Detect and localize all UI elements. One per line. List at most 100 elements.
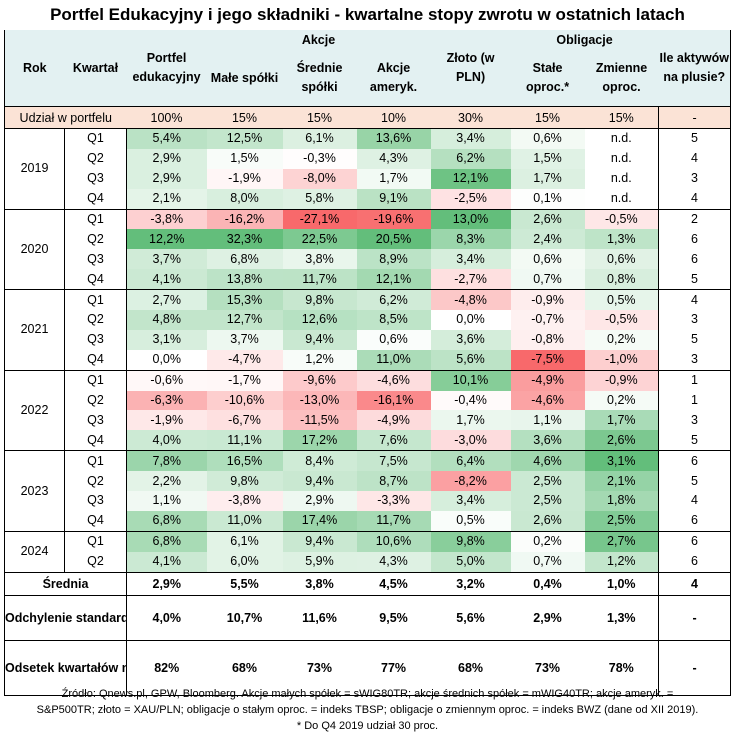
return-cell: 9,8% [206,471,283,492]
return-cell: 6,1% [206,531,283,552]
quarter-cell: Q4 [64,188,127,210]
table-row: Q4 2,1% 8,0% 5,8% 9,1% -2,5% 0,1% n.d. 4 [5,188,731,210]
return-cell: -1,9% [206,168,283,189]
return-cell: 11,0% [356,349,431,371]
return-cell: 32,3% [206,229,283,250]
return-cell: 0,7% [510,551,585,573]
quarter-cell: Q2 [64,229,127,250]
return-cell: 6,8% [126,531,207,552]
summary-value: 73% [282,639,357,696]
return-cell: 13,0% [430,209,511,230]
summary-value: 11,6% [282,594,357,641]
summary-row: Odsetek kwartałów na plusie82%68%73%77%6… [4,639,731,696]
return-cell: -1,9% [126,410,207,431]
quarter-cell: Q2 [64,471,127,492]
table-row: 2023 Q1 7,8% 16,5% 8,4% 7,5% 6,4% 4,6% 3,1% 6 [4,450,731,532]
return-cell: 2,9% [126,148,207,169]
return-cell: 0,5% [430,510,511,532]
header-ameryk: Akcje ameryk. [356,50,431,107]
return-cell: 22,5% [282,229,357,250]
return-cell: 11,7% [356,510,431,532]
table-row: Q2 12,2% 32,3% 22,5% 20,5% 8,3% 2,4% 1,3% 6 [5,229,731,250]
share-value: - [658,106,731,129]
table-row: 2024 Q1 6,8% 6,1% 9,4% 10,6% 9,8% 0,2% 2,7% 6 [4,531,731,573]
summary-row: Średnia 2,9% 5,5% 3,8% 4,5% 3,2% 0,4% 1,0% 4 [4,571,731,596]
return-cell: 8,9% [356,249,431,270]
summary-value: 1,0% [584,571,659,596]
return-cell: -3,8% [206,491,283,511]
return-cell: -4,9% [510,370,585,391]
return-cell: 2,1% [126,188,207,210]
footnote-line: S&P500TR; złoto = XAU/PLN; obligacje o s… [36,704,699,716]
return-cell: 1,5% [510,148,585,169]
return-cell: 4,0% [126,430,207,452]
positive-count-cell: 6 [658,551,731,573]
return-cell: 6,8% [126,510,207,532]
table-row: Q3 1,1% -3,8% 2,9% -3,3% 3,4% 2,5% 1,8% 4 [5,491,731,511]
share-value: 15% [206,106,283,129]
return-cell: 4,1% [126,551,207,573]
return-cell: 16,5% [206,450,283,472]
return-cell: 13,6% [356,128,431,149]
table-row: 2022 Q1 -0,6% -1,7% -9,6% -4,6% 10,1% -4,9% -0,9… [4,370,731,452]
positive-count-cell: 5 [658,430,731,452]
summary-value: - [658,594,731,641]
quarter-cell: Q1 [64,450,127,472]
return-cell: 2,7% [126,289,207,311]
return-cell: 1,1% [510,410,585,431]
summary-value: 10,7% [206,594,283,641]
return-cell: 7,5% [356,450,431,472]
return-cell: -16,2% [206,209,283,230]
table-row: Q4 4,1% 13,8% 11,7% 12,1% -2,7% 0,7% 0,8% 5 [5,269,731,291]
return-cell: 1,2% [282,349,357,371]
summary-value: 77% [356,639,431,696]
table-row: Q3 3,1% 3,7% 9,4% 0,6% 3,6% -0,8% 0,2% 5 [5,329,731,350]
summary-value: 68% [430,639,511,696]
summary-label: Średnia [4,571,127,596]
positive-count-cell: 6 [658,450,731,472]
return-cell: 6,4% [430,450,511,472]
return-cell: 0,1% [510,188,585,210]
quarter-cell: Q4 [64,269,127,291]
positive-count-cell: 5 [658,471,731,492]
summary-value: 5,5% [206,571,283,596]
header-portfel: Portfel edukacyjny [126,30,207,107]
quarter-cell: Q4 [64,510,127,532]
summary-label: Odsetek kwartałów na plusie [4,639,127,696]
header-male: Małe spółki [206,50,283,107]
return-cell: 6,2% [430,148,511,169]
return-cell: 1,7% [356,168,431,189]
summary-value: 0,4% [510,571,585,596]
return-cell: 3,8% [282,249,357,270]
quarter-cell: Q1 [64,128,127,149]
summary-value: 9,5% [356,594,431,641]
table-row: Q3 3,7% 6,8% 3,8% 8,9% 3,4% 0,6% 0,6% 6 [5,249,731,270]
return-cell: 17,2% [282,430,357,452]
positive-count-cell: 2 [658,209,731,230]
return-cell: 9,4% [282,471,357,492]
share-value: 15% [282,106,357,129]
return-cell: -8,0% [282,168,357,189]
return-cell: 1,7% [510,168,585,189]
positive-count-cell: 6 [658,531,731,552]
summary-value: 3,2% [430,571,511,596]
share-value: 30% [430,106,511,129]
summary-value: 78% [584,639,659,696]
return-cell: 1,7% [430,410,511,431]
return-cell: 2,9% [282,491,357,511]
return-cell: 5,0% [430,551,511,573]
return-cell: -0,9% [584,370,659,391]
return-cell: n.d. [610,171,632,186]
summary-label: Odchylenie standardowe [4,594,127,641]
summary-value: 4,5% [356,571,431,596]
table-row: 2020 Q1 -3,8% -16,2% -27,1% -19,6% 13,0% 2,6% -0… [4,209,731,291]
table-row: Q3 -1,9% -6,7% -11,5% -4,9% 1,7% 1,1% 1,7% 3 [5,410,731,431]
return-cell: -1,0% [584,349,659,371]
table-row: Q4 4,0% 11,1% 17,2% 7,6% -3,0% 3,6% 2,6% 5 [5,430,731,452]
return-cell: -6,7% [206,410,283,431]
share-row: Udział w portfelu 100% 15% 15% 10% 30% 1… [4,106,731,129]
share-value: 15% [584,106,659,129]
quarter-cell: Q1 [64,209,127,230]
return-cell: 8,4% [282,450,357,472]
return-cell: 4,6% [510,450,585,472]
